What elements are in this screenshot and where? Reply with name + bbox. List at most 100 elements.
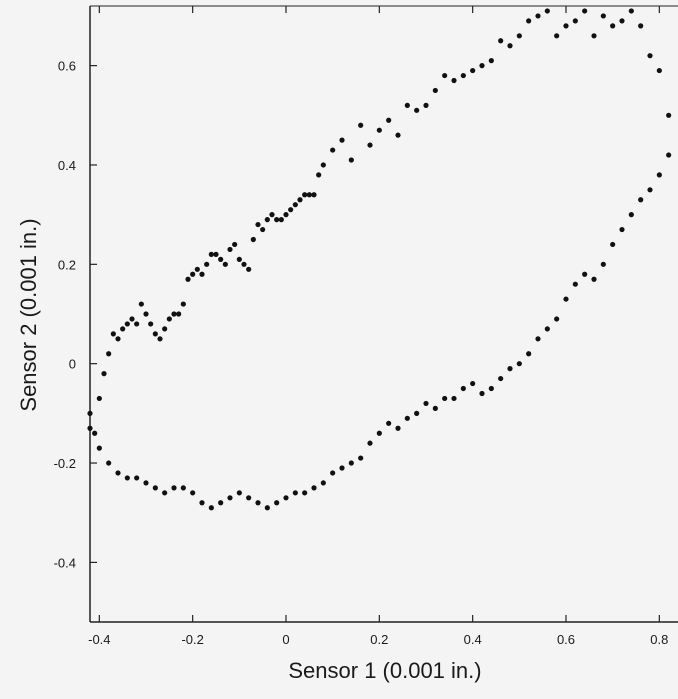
- data-point: [647, 53, 653, 59]
- data-point: [628, 8, 634, 14]
- data-point: [572, 281, 578, 287]
- data-point: [554, 316, 560, 322]
- x-tick-label: 0.2: [370, 632, 388, 647]
- data-point: [330, 470, 336, 476]
- data-point: [470, 380, 476, 387]
- data-point: [92, 430, 98, 436]
- data-point: [666, 112, 672, 118]
- y-tick-label: 0.6: [58, 59, 76, 74]
- y-tick-label: -0.4: [54, 555, 76, 570]
- data-point: [87, 425, 93, 431]
- data-point: [213, 251, 219, 257]
- data-point: [610, 241, 616, 248]
- data-point: [451, 77, 457, 84]
- data-point: [152, 485, 158, 491]
- data-point: [236, 490, 242, 496]
- data-point: [330, 147, 336, 153]
- data-point: [190, 271, 196, 277]
- data-point: [442, 72, 448, 79]
- data-point: [250, 236, 256, 243]
- data-point: [255, 500, 261, 506]
- x-tick-label: -0.4: [88, 632, 110, 647]
- data-point: [638, 23, 644, 29]
- data-point: [386, 117, 392, 123]
- data-point: [320, 480, 326, 486]
- data-point: [600, 13, 606, 19]
- data-points: [87, 8, 672, 511]
- y-axis-title: Sensor 2 (0.001 in.): [16, 218, 41, 411]
- data-point: [283, 495, 289, 501]
- data-point: [470, 67, 476, 74]
- data-point: [498, 375, 504, 382]
- data-point: [162, 490, 168, 496]
- data-point: [544, 326, 550, 332]
- data-point: [395, 132, 401, 138]
- data-point: [498, 38, 504, 44]
- data-point: [199, 271, 205, 277]
- x-tick-label: 0.8: [650, 632, 668, 647]
- data-point: [148, 321, 154, 327]
- data-point: [432, 405, 438, 411]
- data-point: [143, 480, 149, 486]
- data-point: [96, 395, 102, 402]
- axes: -0.4 -0.2 0 0.2 0.4 0.6 0.8 -0.4 -0.2 0 0.2 0.4 0.6: [54, 5, 678, 647]
- data-point: [246, 266, 252, 272]
- data-point: [544, 8, 550, 14]
- data-point: [311, 485, 317, 491]
- data-point: [339, 137, 345, 143]
- data-point: [143, 311, 149, 317]
- data-point: [292, 202, 298, 208]
- data-point: [96, 445, 102, 451]
- data-point: [628, 212, 634, 218]
- data-point: [516, 33, 522, 39]
- data-point: [666, 152, 672, 158]
- data-point: [367, 142, 373, 148]
- data-point: [218, 500, 224, 506]
- data-point: [297, 197, 303, 203]
- data-point: [656, 67, 662, 74]
- data-point: [176, 311, 182, 317]
- data-point: [488, 58, 494, 64]
- data-point: [460, 72, 466, 79]
- data-point: [124, 475, 130, 481]
- data-point: [222, 261, 228, 267]
- data-point: [115, 336, 121, 342]
- x-tick-label: 0.4: [464, 632, 482, 647]
- data-point: [535, 336, 541, 342]
- data-point: [600, 261, 606, 267]
- data-point: [101, 371, 107, 377]
- data-point: [423, 102, 429, 108]
- data-point: [134, 321, 140, 327]
- data-point: [358, 455, 364, 461]
- data-point: [591, 33, 597, 39]
- data-point: [264, 217, 270, 223]
- data-point: [563, 23, 569, 29]
- data-point: [180, 485, 186, 491]
- data-point: [535, 13, 541, 19]
- data-point: [591, 276, 597, 282]
- data-point: [232, 241, 238, 248]
- y-tick-label: 0.4: [58, 158, 76, 173]
- data-point: [451, 395, 457, 402]
- data-point: [129, 316, 135, 322]
- x-tick-label: 0: [282, 632, 289, 647]
- data-point: [208, 505, 214, 511]
- data-point: [171, 311, 177, 317]
- data-point: [311, 192, 317, 198]
- data-point: [610, 23, 616, 29]
- data-point: [124, 321, 130, 327]
- data-point: [647, 187, 653, 193]
- data-point: [526, 351, 532, 357]
- data-point: [204, 261, 210, 267]
- data-point: [269, 212, 275, 218]
- data-point: [306, 192, 312, 198]
- data-point: [423, 400, 429, 407]
- data-point: [404, 102, 410, 108]
- data-point: [414, 410, 420, 416]
- data-point: [134, 475, 140, 481]
- data-point: [656, 172, 662, 178]
- x-tick-label: 0.6: [557, 632, 575, 647]
